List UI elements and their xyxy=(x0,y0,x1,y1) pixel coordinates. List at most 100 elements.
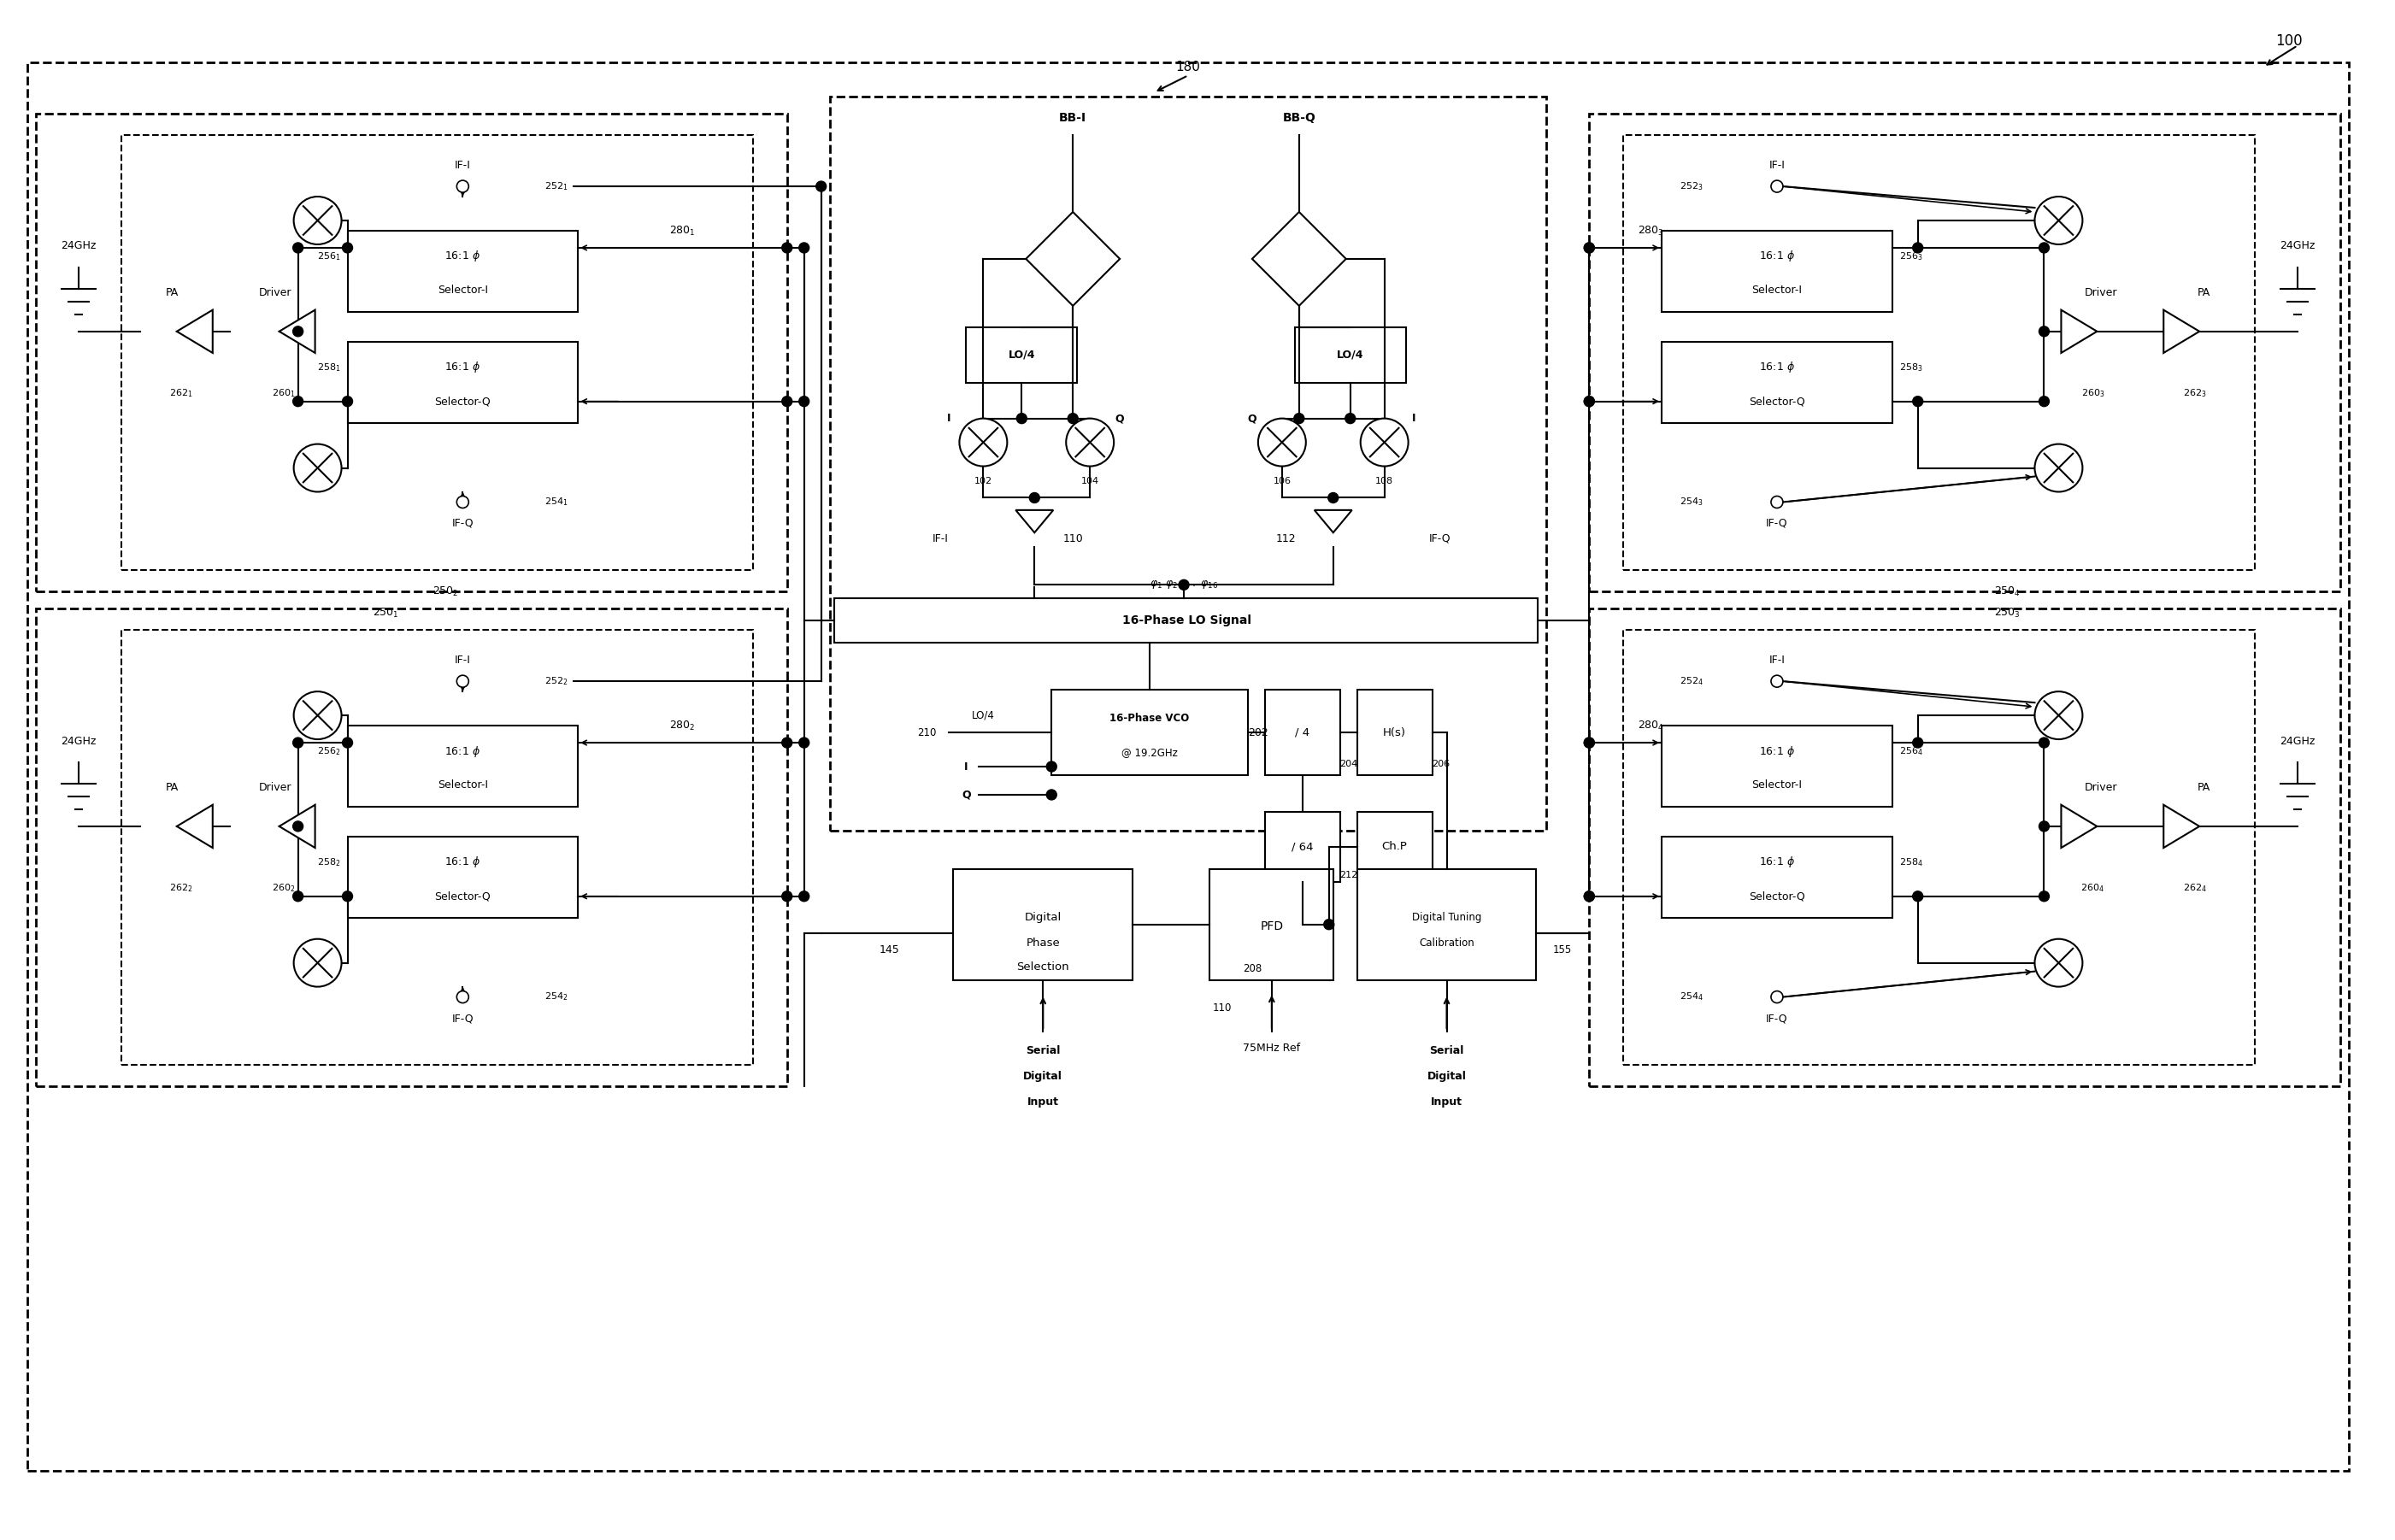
Text: 260$_3$: 260$_3$ xyxy=(2081,387,2105,399)
Circle shape xyxy=(1914,396,1923,407)
Circle shape xyxy=(292,243,304,253)
Text: @ 19.2GHz: @ 19.2GHz xyxy=(1121,747,1178,758)
Bar xyxy=(1624,630,2256,1066)
Text: Selection: Selection xyxy=(1018,961,1068,973)
Text: 208: 208 xyxy=(1243,962,1262,975)
Circle shape xyxy=(1015,413,1027,424)
Text: Selector-Q: Selector-Q xyxy=(433,396,491,407)
Bar xyxy=(1590,114,2340,591)
Text: H(s): H(s) xyxy=(1382,727,1406,738)
Text: 250$_1$: 250$_1$ xyxy=(374,607,400,619)
Text: Selector-I: Selector-I xyxy=(1751,779,1801,792)
Text: Driver: Driver xyxy=(2084,782,2117,793)
Circle shape xyxy=(292,326,304,337)
Circle shape xyxy=(457,496,469,508)
Circle shape xyxy=(457,675,469,687)
Circle shape xyxy=(1914,892,1923,901)
Circle shape xyxy=(1583,243,1595,253)
Bar xyxy=(1662,231,1892,311)
Text: Q: Q xyxy=(1248,413,1257,424)
Text: BB-Q: BB-Q xyxy=(1281,112,1315,125)
Text: 280$_1$: 280$_1$ xyxy=(668,225,695,237)
Text: 254$_2$: 254$_2$ xyxy=(544,992,568,1003)
Bar xyxy=(347,342,577,422)
Circle shape xyxy=(1047,790,1056,799)
Circle shape xyxy=(342,892,352,901)
Text: PA: PA xyxy=(165,782,180,793)
Polygon shape xyxy=(1253,213,1346,306)
Circle shape xyxy=(1030,493,1039,504)
Circle shape xyxy=(295,444,342,491)
Text: Driver: Driver xyxy=(2084,288,2117,299)
Polygon shape xyxy=(177,805,213,849)
Text: Digital Tuning: Digital Tuning xyxy=(1413,912,1483,922)
Circle shape xyxy=(1914,243,1923,253)
Circle shape xyxy=(1324,919,1334,930)
Text: 258$_2$: 258$_2$ xyxy=(316,856,340,869)
Text: 260$_4$: 260$_4$ xyxy=(2081,882,2105,893)
Polygon shape xyxy=(280,805,316,849)
Circle shape xyxy=(1770,675,1782,687)
Text: 16:1 $\phi$: 16:1 $\phi$ xyxy=(1758,744,1794,759)
Text: LO/4: LO/4 xyxy=(972,710,994,721)
Text: 155: 155 xyxy=(1552,944,1571,956)
Circle shape xyxy=(817,182,826,191)
Bar xyxy=(1624,136,2256,570)
Circle shape xyxy=(457,180,469,192)
Polygon shape xyxy=(2163,805,2199,849)
Text: 252$_1$: 252$_1$ xyxy=(544,180,568,192)
Text: PA: PA xyxy=(2196,288,2211,299)
Circle shape xyxy=(292,738,304,748)
Text: 262$_2$: 262$_2$ xyxy=(170,882,194,893)
Circle shape xyxy=(1583,892,1595,901)
Text: IF-I: IF-I xyxy=(1770,654,1784,665)
Bar xyxy=(347,725,577,807)
Circle shape xyxy=(1047,761,1056,772)
Circle shape xyxy=(2036,691,2084,739)
Text: 256$_2$: 256$_2$ xyxy=(316,745,340,758)
Text: 16:1 $\phi$: 16:1 $\phi$ xyxy=(1758,249,1794,263)
Text: PFD: PFD xyxy=(1260,921,1284,932)
Text: Q: Q xyxy=(963,788,970,801)
Circle shape xyxy=(342,396,352,407)
Circle shape xyxy=(781,738,793,748)
Text: I: I xyxy=(1413,413,1415,424)
Circle shape xyxy=(1257,419,1305,467)
Circle shape xyxy=(292,821,304,832)
Text: 202: 202 xyxy=(1248,727,1269,738)
Polygon shape xyxy=(280,310,316,353)
Text: 254$_3$: 254$_3$ xyxy=(1679,496,1703,508)
Bar xyxy=(829,97,1547,830)
Text: IF-I: IF-I xyxy=(455,160,472,171)
Bar xyxy=(36,114,788,591)
Text: 210: 210 xyxy=(917,727,936,738)
Text: 16:1 $\phi$: 16:1 $\phi$ xyxy=(1758,855,1794,870)
Bar xyxy=(1662,725,1892,807)
Text: Driver: Driver xyxy=(259,288,292,299)
Text: Selector-I: Selector-I xyxy=(438,779,489,792)
Text: IF-I: IF-I xyxy=(1770,160,1784,171)
Bar xyxy=(1265,690,1341,775)
Circle shape xyxy=(2036,939,2084,987)
Text: 16:1 $\phi$: 16:1 $\phi$ xyxy=(1758,360,1794,374)
Text: 106: 106 xyxy=(1274,476,1291,485)
Text: / 4: / 4 xyxy=(1296,727,1310,738)
Circle shape xyxy=(1293,413,1305,424)
Bar xyxy=(1265,812,1341,882)
Bar xyxy=(965,326,1078,382)
Text: Calibration: Calibration xyxy=(1418,938,1475,949)
Text: LO/4: LO/4 xyxy=(1008,350,1035,360)
Circle shape xyxy=(800,738,810,748)
Circle shape xyxy=(1360,419,1408,467)
Polygon shape xyxy=(1315,510,1351,533)
Bar xyxy=(1662,836,1892,918)
Text: 258$_3$: 258$_3$ xyxy=(1899,362,1923,373)
Text: $\varphi_1\ \varphi_2\ ...\ \varphi_{16}$: $\varphi_1\ \varphi_2\ ...\ \varphi_{16}… xyxy=(1150,579,1219,591)
Text: Digital: Digital xyxy=(1023,1070,1063,1083)
Text: 254$_1$: 254$_1$ xyxy=(544,496,568,508)
Bar xyxy=(122,136,752,570)
Text: 75MHz Ref: 75MHz Ref xyxy=(1243,1043,1300,1053)
Polygon shape xyxy=(2062,310,2098,353)
Polygon shape xyxy=(1025,213,1121,306)
Text: Selector-Q: Selector-Q xyxy=(433,890,491,902)
